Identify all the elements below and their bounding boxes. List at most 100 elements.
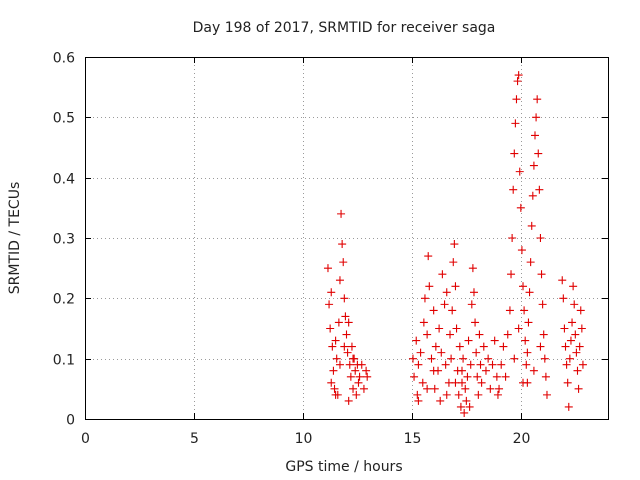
data-point <box>488 360 497 369</box>
data-point <box>410 372 419 381</box>
data-point <box>566 336 575 345</box>
data-point <box>525 288 534 297</box>
data-point <box>442 288 451 297</box>
data-point <box>341 312 350 321</box>
x-axis-label: GPS time / hours <box>285 459 402 475</box>
data-point <box>326 324 335 333</box>
data-point <box>438 270 447 279</box>
data-point <box>354 378 363 387</box>
data-point <box>510 354 519 363</box>
data-point <box>528 191 537 200</box>
data-point <box>541 372 550 381</box>
data-point <box>327 378 336 387</box>
data-point <box>529 366 538 375</box>
data-point <box>347 342 356 351</box>
data-point <box>335 276 344 285</box>
x-tick-label: 15 <box>404 431 422 447</box>
data-point <box>327 288 336 297</box>
data-point <box>514 71 523 80</box>
data-point <box>414 360 423 369</box>
data-point <box>467 300 476 309</box>
data-point <box>578 360 587 369</box>
data-point <box>476 360 485 369</box>
data-point <box>532 113 541 122</box>
data-point <box>495 384 504 393</box>
data-point <box>344 318 353 327</box>
data-point <box>442 390 451 399</box>
data-point <box>461 384 470 393</box>
data-point <box>576 306 585 315</box>
data-point <box>484 354 493 363</box>
data-point <box>540 354 549 363</box>
x-tick-label: 0 <box>81 431 90 447</box>
data-point <box>331 390 340 399</box>
data-point <box>519 378 528 387</box>
data-point <box>472 348 481 357</box>
data-point <box>536 342 545 351</box>
data-point <box>577 324 586 333</box>
data-point <box>451 378 460 387</box>
data-point <box>335 360 344 369</box>
data-point <box>575 342 584 351</box>
data-point <box>517 246 526 255</box>
data-point <box>529 161 538 170</box>
data-points <box>323 71 587 417</box>
data-point <box>542 390 551 399</box>
data-point <box>570 300 579 309</box>
data-point <box>507 270 516 279</box>
x-tick-label: 5 <box>190 431 199 447</box>
data-point <box>536 234 545 242</box>
data-point <box>468 264 477 273</box>
data-point <box>565 354 574 363</box>
data-point <box>561 342 570 351</box>
data-point <box>535 185 544 194</box>
data-point <box>499 342 508 351</box>
data-point <box>457 366 466 375</box>
data-point <box>501 372 510 381</box>
data-point <box>412 336 421 345</box>
data-point <box>416 348 425 357</box>
data-point <box>460 408 469 417</box>
data-point <box>329 366 338 375</box>
data-point <box>563 378 572 387</box>
data-point <box>355 372 364 381</box>
data-point <box>524 318 533 327</box>
data-point <box>419 318 428 327</box>
y-tick-label: 0.2 <box>53 292 75 308</box>
data-point <box>344 396 353 405</box>
data-point <box>363 372 372 381</box>
data-point <box>436 396 445 405</box>
data-point <box>423 384 432 393</box>
data-point <box>564 402 573 411</box>
data-point <box>573 366 582 375</box>
data-point <box>449 258 458 267</box>
data-point <box>515 167 524 176</box>
data-point <box>511 119 520 128</box>
data-point <box>446 330 455 339</box>
data-point <box>349 384 358 393</box>
data-point <box>559 294 568 303</box>
data-point <box>340 294 349 303</box>
data-point <box>328 342 337 351</box>
data-point <box>471 318 480 327</box>
data-point <box>323 264 332 273</box>
data-point <box>343 348 352 357</box>
y-tick-label: 0 <box>66 413 75 429</box>
data-point <box>530 131 539 140</box>
data-point <box>574 384 583 393</box>
data-point <box>560 324 569 333</box>
y-tick-label: 0.6 <box>53 51 75 67</box>
data-point <box>352 390 361 399</box>
data-point <box>413 390 422 399</box>
data-point <box>451 282 460 291</box>
data-point <box>539 330 548 339</box>
data-point <box>534 149 543 158</box>
data-point <box>437 348 446 357</box>
data-point <box>345 360 354 369</box>
data-point <box>441 360 450 369</box>
data-point <box>459 354 468 363</box>
data-point <box>454 390 463 399</box>
data-point <box>503 330 512 339</box>
data-point <box>339 258 348 267</box>
